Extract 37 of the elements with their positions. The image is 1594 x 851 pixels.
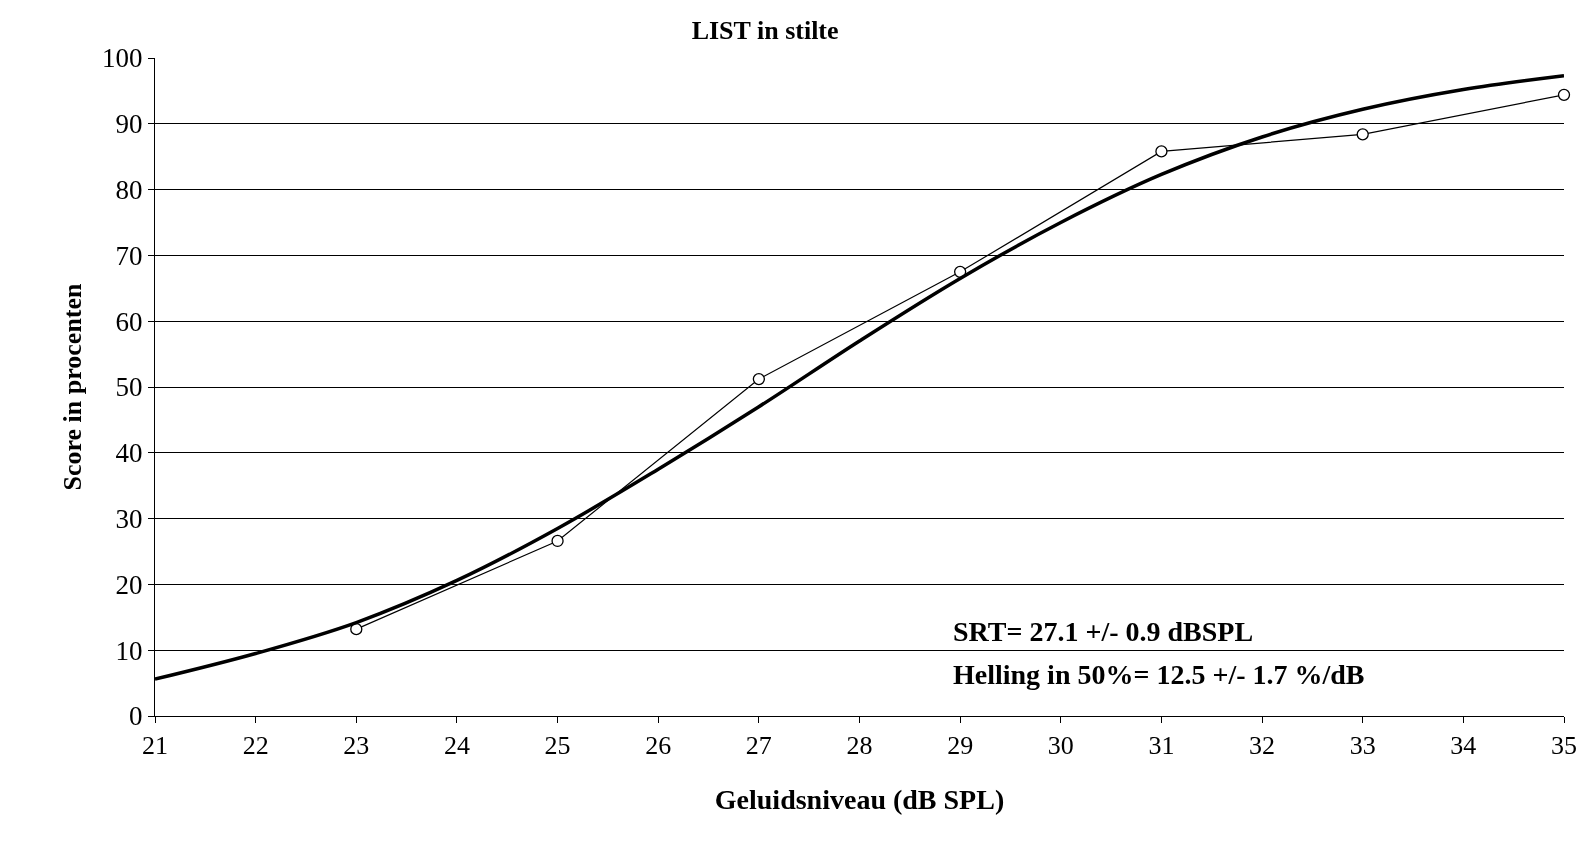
x-tick-label: 33 xyxy=(1349,731,1376,761)
point xyxy=(752,372,766,386)
y-tick-label: 40 xyxy=(115,438,143,469)
annotation: Helling in 50%= 12.5 +/- 1.7 %/dB xyxy=(953,659,1365,690)
x-tick-label: 27 xyxy=(745,731,772,761)
y-tick-label: 60 xyxy=(115,306,143,337)
point xyxy=(551,534,564,548)
x-tick-label: 31 xyxy=(1148,731,1175,761)
x-tick-label: 24 xyxy=(443,731,470,761)
x-axis-title: Geluidsniveau (dB SPL) xyxy=(714,784,1005,816)
y-tick-label: 70 xyxy=(115,240,143,271)
x-tick-label: 35 xyxy=(1551,731,1577,761)
y-tick-label: 80 xyxy=(115,175,143,206)
y-tick-label: 100 xyxy=(102,43,143,74)
x-tick-label: 30 xyxy=(1047,731,1074,761)
y-axis-title: Score in procenten xyxy=(58,282,88,491)
point xyxy=(1356,128,1369,141)
y-tick-label: 0 xyxy=(129,701,143,732)
y-tick-label: 20 xyxy=(115,569,143,600)
x-tick-label: 26 xyxy=(645,731,672,761)
x-tick-label: 23 xyxy=(343,731,370,761)
chart-title: LIST in stilte xyxy=(691,16,839,46)
y-tick-label: 30 xyxy=(115,504,143,535)
point xyxy=(350,622,363,636)
annotation: SRT= 27.1 +/- 0.9 dBSPL xyxy=(953,616,1254,647)
x-tick-label: 22 xyxy=(242,731,269,761)
y-tick-label: 90 xyxy=(115,109,143,140)
point xyxy=(1155,145,1168,158)
x-tick-label: 34 xyxy=(1450,731,1477,761)
point xyxy=(1557,88,1571,101)
x-tick-label: 28 xyxy=(846,731,873,761)
x-tick-label: 32 xyxy=(1249,731,1276,761)
y-tick-label: 50 xyxy=(115,372,143,403)
x-tick-label: 25 xyxy=(544,731,571,761)
x-tick-label: 21 xyxy=(142,731,168,761)
x-tick-label: 29 xyxy=(947,731,974,761)
y-tick-label: 10 xyxy=(115,635,143,666)
